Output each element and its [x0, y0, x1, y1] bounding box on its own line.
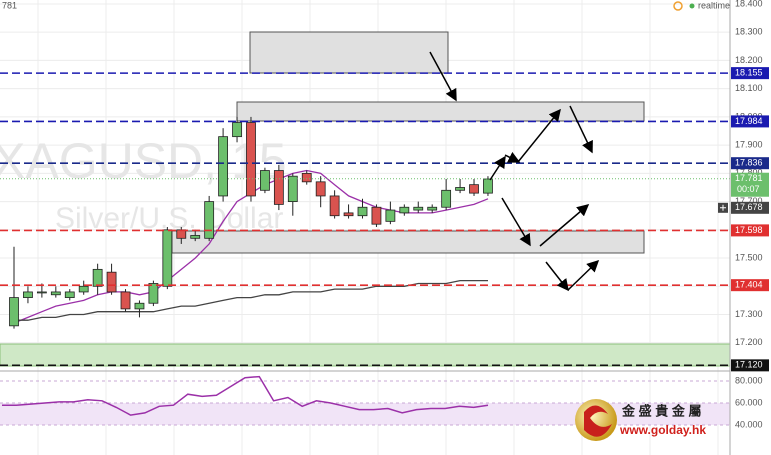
zone [249, 31, 449, 74]
candle-body [273, 170, 284, 205]
level-label: 17.598 [735, 225, 763, 235]
candle-body [441, 189, 452, 208]
arrow [567, 259, 600, 291]
arrows [429, 51, 600, 292]
zone [0, 343, 731, 367]
y-tick-label: 18.300 [735, 27, 763, 37]
arrow [539, 204, 590, 247]
candle-body [301, 172, 312, 183]
level-badge [731, 157, 769, 170]
y-tick-label: 17.900 [735, 139, 763, 149]
candle-body [23, 291, 33, 298]
candle-body [413, 206, 424, 211]
level-badge [731, 224, 769, 237]
candle-body [36, 291, 47, 294]
candle-body [9, 297, 19, 327]
rsi-tick-label: 60.000 [735, 397, 763, 407]
arrow [489, 155, 506, 181]
candle-body [483, 178, 493, 194]
candle-body [204, 201, 215, 239]
y-tick-label: 17.300 [735, 309, 763, 319]
level-label: 17.836 [735, 158, 763, 168]
rsi-band [0, 403, 730, 425]
candle-body [64, 291, 75, 298]
icon [673, 1, 683, 11]
level-badge [731, 67, 769, 80]
rsi-tick-label: 80.000 [735, 375, 763, 385]
candle-body [134, 302, 145, 310]
grid [0, 0, 730, 455]
candle-body [106, 271, 117, 293]
level-label: 18.155 [735, 68, 763, 78]
candle-body [260, 170, 270, 191]
cursor-label: 17.678 [735, 202, 763, 212]
arrow [517, 108, 561, 163]
watermark-description: Silver/U.S. Dollar [55, 202, 283, 235]
logo-url: www.golday.hk [619, 423, 706, 437]
logo-name: 金 盛 貴 金 屬 [621, 403, 701, 418]
main-pane [0, 72, 730, 367]
candle-body [329, 195, 340, 217]
cursor-badge [731, 201, 769, 214]
logo: 金 盛 貴 金 屬 www.golday.hk [575, 399, 706, 441]
arrow [504, 151, 521, 163]
y-tick-label: 18.100 [735, 83, 763, 93]
candle-body [343, 212, 354, 217]
level-badge [731, 359, 769, 372]
candle-body [232, 122, 242, 138]
candle-body [190, 235, 201, 239]
current-label: 17.781 [735, 173, 763, 183]
level-label: 17.984 [735, 116, 763, 126]
axis-labels: 17.20017.30017.40017.50017.60017.70017.8… [718, 0, 769, 429]
candle-body [385, 209, 396, 222]
y-tick-label: 18.400 [735, 0, 763, 8]
candle-body [455, 187, 465, 191]
logo-swirl [584, 405, 612, 437]
arrow [501, 197, 531, 247]
candle-body [78, 285, 89, 293]
candle-body [148, 283, 159, 304]
candle-body [315, 181, 326, 197]
candle-body [371, 206, 382, 225]
status-dot [689, 3, 695, 9]
level-label: 17.120 [735, 360, 763, 370]
level-badge [731, 115, 769, 128]
zone [236, 101, 645, 122]
current-timer: 00:07 [737, 184, 760, 194]
zones [0, 31, 731, 367]
status: realtime [698, 0, 730, 10]
top-left-label: 781 [2, 0, 17, 10]
zone [171, 230, 645, 254]
arrow [569, 105, 593, 154]
rsi-tick-label: 40.000 [735, 419, 763, 429]
y-tick-label: 17.200 [735, 337, 763, 347]
watermark-symbol: XAGUSD, 15 [0, 133, 287, 189]
candle-body [469, 184, 479, 194]
current-badge [731, 172, 769, 197]
candle-body [399, 206, 410, 214]
candle-body [357, 206, 368, 217]
y-tick-label: 18.200 [735, 55, 763, 65]
arrow [545, 261, 569, 292]
candle-body [120, 291, 131, 310]
level-badge [731, 279, 769, 292]
level-label: 17.404 [735, 280, 763, 290]
arrow [429, 51, 457, 102]
candle-body [162, 229, 173, 287]
rsi-pane [0, 375, 730, 426]
y-tick-label: 17.700 [735, 196, 763, 206]
y-tick-label: 17.500 [735, 252, 763, 262]
candle-body [92, 268, 103, 287]
rsi-line [2, 375, 489, 416]
candle-body [246, 122, 256, 197]
candle-body [50, 291, 61, 296]
candle-body [427, 206, 438, 211]
candle-body [218, 136, 229, 197]
cursor-plus [720, 204, 726, 211]
candle-body [287, 175, 298, 202]
